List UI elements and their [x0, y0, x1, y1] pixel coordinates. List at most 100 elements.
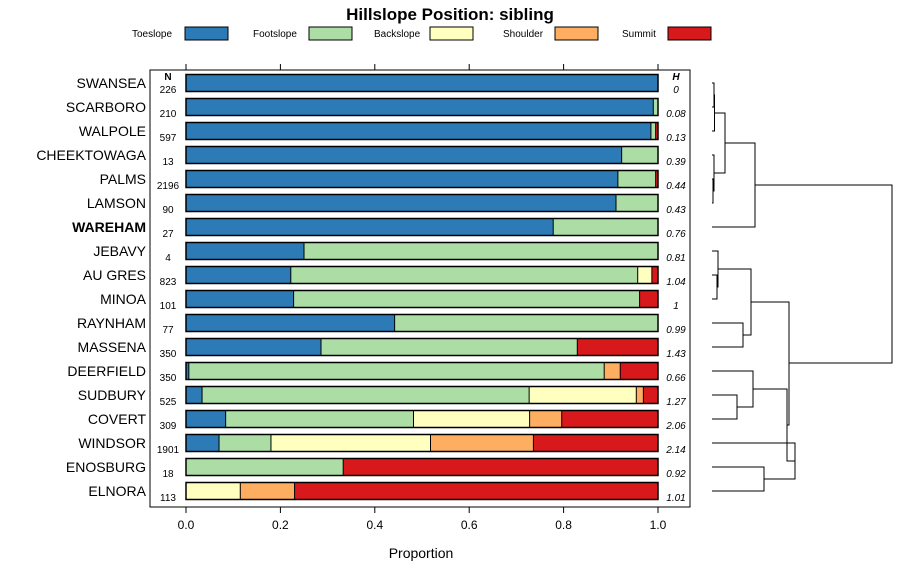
- h-value: 1.01: [666, 493, 685, 504]
- bar-outline: [185, 97, 659, 117]
- h-value: 0.81: [666, 253, 685, 264]
- n-value: 525: [160, 397, 177, 408]
- n-value: 350: [160, 373, 177, 384]
- row-scarboro: SCARBORO 210 0.08: [66, 97, 686, 120]
- bar-segment-footslope: [653, 98, 658, 116]
- soil-label: WALPOLE: [79, 123, 146, 139]
- legend-label-shoulder: Shoulder: [503, 29, 544, 40]
- bar-outline: [185, 433, 659, 453]
- n-value: 13: [162, 157, 174, 168]
- bar-segment-footslope: [219, 434, 271, 452]
- bar-segment-summit: [577, 338, 658, 356]
- x-tick-label: 0.8: [555, 518, 572, 532]
- dendrogram-branch: [712, 178, 714, 204]
- h-value: 0.76: [666, 229, 686, 240]
- dendrogram-branch: [712, 466, 765, 492]
- bar-segment-shoulder: [636, 386, 644, 404]
- row-deerfield: DEERFIELD 350 0.66: [67, 361, 686, 384]
- x-axis: 0.0 0.2 0.4 0.6 0.8 1.0: [178, 64, 667, 532]
- bar-segment-footslope: [617, 170, 656, 188]
- h-value: 0.44: [666, 181, 686, 192]
- bar-segment-summit: [533, 434, 658, 452]
- dendrogram-branch: [712, 94, 715, 132]
- dendrogram-branch: [712, 322, 744, 348]
- bar-segment-footslope: [293, 290, 640, 308]
- dendrogram: [712, 82, 893, 492]
- n-header: N: [164, 72, 171, 83]
- soil-label: MASSENA: [78, 339, 147, 355]
- n-value: 1901: [157, 445, 180, 456]
- legend-swatch-shoulder: [554, 26, 599, 41]
- soil-label: CHEEKTOWAGA: [36, 147, 146, 163]
- legend-label-footslope: Footslope: [253, 29, 297, 40]
- bar-segment-toeslope: [186, 218, 554, 236]
- bar-segment-footslope: [394, 314, 658, 332]
- h-value: 2.14: [665, 445, 686, 456]
- n-value: 90: [162, 205, 174, 216]
- soil-label: SWANSEA: [77, 75, 147, 91]
- dendrogram-branch: [712, 442, 796, 480]
- bar-outline: [185, 169, 659, 189]
- bar-segment-footslope: [225, 410, 414, 428]
- bar-segment-toeslope: [186, 290, 294, 308]
- n-value: 226: [160, 85, 177, 96]
- bar-segment-shoulder: [529, 410, 562, 428]
- soil-label: COVERT: [88, 411, 147, 427]
- bar-segment-toeslope: [186, 434, 220, 452]
- soil-label: SCARBORO: [66, 99, 146, 115]
- bar-outline: [185, 217, 659, 237]
- bar-segment-shoulder: [430, 434, 534, 452]
- n-value: 309: [160, 421, 177, 432]
- soil-label: MINOA: [100, 291, 147, 307]
- bar-segment-shoulder: [240, 482, 295, 500]
- soil-label: WINDSOR: [78, 435, 146, 451]
- bar-outline: [185, 337, 659, 357]
- h-value: 1: [673, 301, 679, 312]
- bar-segment-footslope: [188, 362, 605, 380]
- bar-segment-footslope: [186, 458, 344, 476]
- bar-outline: [185, 241, 659, 261]
- legend-label-backslope: Backslope: [374, 29, 421, 40]
- soil-label: DEERFIELD: [67, 363, 146, 379]
- soil-label: ELNORA: [88, 483, 146, 499]
- bar-segment-footslope: [320, 338, 578, 356]
- h-value: 0.43: [666, 205, 686, 216]
- row-cheektowaga: CHEEKTOWAGA 13 0.39: [36, 145, 686, 168]
- soil-label: JEBAVY: [93, 243, 146, 259]
- chart-rows: SWANSEA 226 0 SCARBORO 210 0.08 WALPOLE 597 0.13…: [36, 73, 686, 504]
- bar-segment-toeslope: [186, 338, 321, 356]
- bar-segment-footslope: [290, 266, 638, 284]
- bar-segment-summit: [343, 458, 658, 476]
- row-sudbury: SUDBURY 525 1.27: [78, 385, 686, 408]
- chart-title: Hillslope Position: sibling: [346, 5, 554, 24]
- row-enosburg: ENOSBURG 18 0.92: [66, 457, 686, 480]
- dendrogram-branch: [751, 301, 790, 426]
- bar-segment-summit: [643, 386, 658, 404]
- bar-outline: [185, 409, 659, 429]
- legend-label-summit: Summit: [622, 29, 656, 40]
- h-value: 1.27: [666, 397, 686, 408]
- x-tick-label: 0.6: [461, 518, 478, 532]
- x-tick-label: 0.0: [178, 518, 195, 532]
- soil-label: AU GRES: [83, 267, 146, 283]
- soil-label: PALMS: [100, 171, 146, 187]
- n-value: 113: [160, 493, 176, 504]
- row-jebavy: JEBAVY 4 0.81: [93, 241, 686, 264]
- bar-outline: [185, 313, 659, 333]
- bar-segment-footslope: [615, 194, 658, 212]
- bar-segment-toeslope: [186, 362, 189, 380]
- h-value: 0.92: [666, 469, 686, 480]
- legend-label-toeslope: Toeslope: [132, 29, 172, 40]
- row-swansea: SWANSEA 226 0: [77, 73, 679, 96]
- n-value: 2196: [157, 181, 180, 192]
- dendrogram-branch: [712, 370, 754, 408]
- h-value: 1.43: [666, 349, 686, 360]
- row-lamson: LAMSON 90 0.43: [87, 193, 686, 216]
- n-value: 597: [160, 133, 177, 144]
- row-wareham: WAREHAM 27 0.76: [72, 217, 686, 240]
- n-value: 823: [160, 277, 177, 288]
- dendrogram-branch: [712, 274, 718, 300]
- dendrogram-branch: [712, 82, 715, 108]
- bar-outline: [185, 481, 659, 501]
- bar-segment-toeslope: [186, 194, 616, 212]
